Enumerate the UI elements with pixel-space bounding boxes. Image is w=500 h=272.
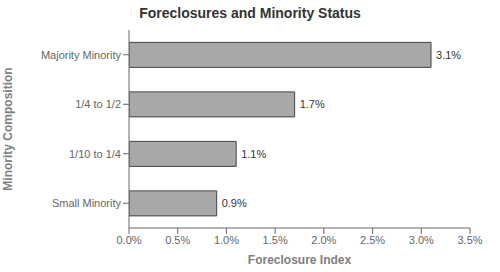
svg-text:Foreclosure Index: Foreclosure Index [248,253,352,267]
svg-text:1.7%: 1.7% [300,98,325,110]
html-text:Foreclosures and Minority Stat: Foreclosures and Minority Status [139,5,361,21]
svg-text:0.0%: 0.0% [116,234,141,246]
svg-text:0.9%: 0.9% [222,197,247,209]
svg-text:1/4 to 1/2: 1/4 to 1/2 [75,98,121,110]
svg-text:1.1%: 1.1% [241,148,266,160]
svg-text:Minority Composition: Minority Composition [8,67,15,190]
svg-text:2.5%: 2.5% [360,234,385,246]
svg-text:0.5%: 0.5% [165,234,190,246]
svg-text:3.0%: 3.0% [409,234,434,246]
svg-text:3.5%: 3.5% [457,234,482,246]
svg-text:1.0%: 1.0% [214,234,239,246]
svg-text:2.0%: 2.0% [311,234,336,246]
svg-text:3.1%: 3.1% [436,49,461,61]
svg-text:1.5%: 1.5% [263,234,288,246]
svg-text:Small Minority: Small Minority [52,197,122,209]
svg-text:Majority Minority: Majority Minority [41,49,122,61]
svg-text:1/10 to 1/4: 1/10 to 1/4 [69,148,121,160]
